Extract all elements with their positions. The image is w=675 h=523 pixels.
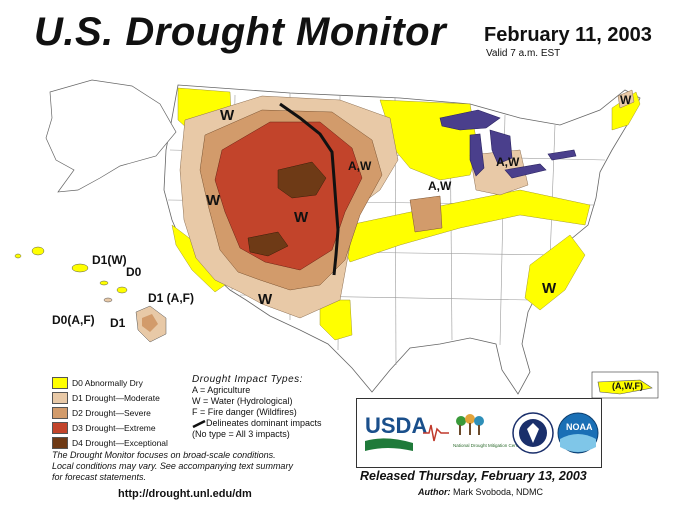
noaa-logo: NOAA [557,412,599,454]
legend-swatch-d2 [52,407,68,419]
note-line-2: Local conditions may vary. See accompany… [52,461,293,471]
label-sc-w: W [542,280,557,297]
label-pr-awf: (A,W,F) [612,381,643,391]
label-hawaii-d0af: D0(A,F) [52,313,95,327]
hawaii-island-1 [14,253,22,259]
drought-areas [171,87,641,341]
legend-item-d4: D4 Drought—Exceptional [52,436,192,450]
hawaii-island-4 [99,280,109,286]
legend-label-d2: D2 Drought—Severe [72,408,151,418]
author-label: Author: [418,487,451,497]
label-hawaii-d1w: D1(W) [92,253,127,267]
note-line-3: for forecast statements. [52,472,147,482]
d0-southeast [524,234,586,311]
impact-a: A = Agriculture [192,385,251,395]
map-date: February 11, 2003 [484,24,652,46]
hawaii-island-3 [71,263,89,273]
label-hawaii-d1af: D1 (A,F) [148,291,194,305]
label-wa-w: W [220,107,235,124]
lake-ontario [547,149,577,161]
legend-item-d2: D2 Drought—Severe [52,406,192,420]
hawaii-big-island-d2 [142,314,158,332]
legend-swatch-d4 [52,437,68,449]
hawaii-island-5 [116,286,128,294]
puerto-rico [597,379,653,395]
legend: D0 Abnormally Dry D1 Drought—Moderate D2… [52,376,192,451]
impact-types: Drought Impact Types: A = Agriculture W … [192,374,352,440]
ndmc-logo: National Drought Mitigation Center [453,414,523,448]
legend-label-d3: D3 Drought—Extreme [72,423,156,433]
partner-logos: USDA National Drought Mitigation Center … [356,398,602,468]
d1-maine [617,89,635,109]
label-mi-aw: A,W [496,155,520,169]
d4-southwest [247,231,289,257]
label-mn-aw: A,W [348,159,372,173]
d0-south-texas [319,299,353,341]
release-date: Released Thursday, February 13, 2003 [360,469,587,483]
d4-rockies [277,161,327,199]
label-hawaii-d1: D1 [110,316,126,330]
label-me-w: W [620,93,632,107]
author-line: Author: Mark Svoboda, NDMC [418,487,543,497]
lake-huron [489,129,513,165]
d1-midwest [469,149,529,196]
impact-f: F = Fire danger (Wildfires) [192,407,297,417]
svg-text:National Drought Mitigation Ce: National Drought Mitigation Center [453,443,523,448]
legend-item-d1: D1 Drought—Moderate [52,391,192,405]
label-ne-aw: A,W [428,179,452,193]
legend-swatch-d3 [52,422,68,434]
impact-line-row: Delineates dominant impacts [192,418,352,429]
impact-types-title: Drought Impact Types: [192,374,303,385]
d0-central-band [334,189,591,263]
author-name: Mark Svoboda, NDMC [453,487,544,497]
website-url[interactable]: http://drought.unl.edu/dm [118,488,252,500]
lake-erie [504,163,547,179]
page-title: U.S. Drought Monitor [34,10,447,54]
drought-line-icon [423,424,449,442]
hawaii-island-2 [31,246,45,256]
lake-michigan [469,133,485,177]
legend-item-d0: D0 Abnormally Dry [52,376,192,390]
d2-iowa [409,195,443,233]
hawaii-island-6 [103,297,113,303]
svg-text:USDA: USDA [365,413,427,438]
label-hawaii-d0: D0 [126,265,142,279]
label-co-w: W [294,209,309,226]
legend-swatch-d0 [52,377,68,389]
legend-swatch-d1 [52,392,68,404]
label-az-w: W [258,291,273,308]
disclaimer-note: The Drought Monitor focuses on broad-sca… [52,450,352,483]
legend-item-d3: D3 Drought—Extreme [52,421,192,435]
commerce-seal [512,412,554,454]
logos-svg: USDA National Drought Mitigation Center … [365,412,599,454]
valid-time: Valid 7 a.m. EST [486,48,561,59]
label-ca-w: W [206,192,221,209]
legend-label-d0: D0 Abnormally Dry [72,378,143,388]
legend-label-d1: D1 Drought—Moderate [72,393,160,403]
impact-none: (No type = All 3 impacts) [192,429,290,439]
puerto-rico-box [591,371,659,399]
d3-west [214,121,363,271]
legend-label-d4: D4 Drought—Exceptional [72,438,168,448]
usda-logo: USDA [365,413,427,451]
impact-line-icon [192,419,206,428]
great-lakes [439,109,577,179]
dominant-impact-line [279,102,340,276]
alaska-outline [45,79,177,193]
impact-w: W = Water (Hydrological) [192,396,293,406]
lake-superior [439,109,501,131]
impact-line-label: Delineates dominant impacts [206,418,322,428]
hawaii [14,246,167,343]
svg-text:NOAA: NOAA [566,422,593,432]
note-line-1: The Drought Monitor focuses on broad-sca… [52,450,276,460]
